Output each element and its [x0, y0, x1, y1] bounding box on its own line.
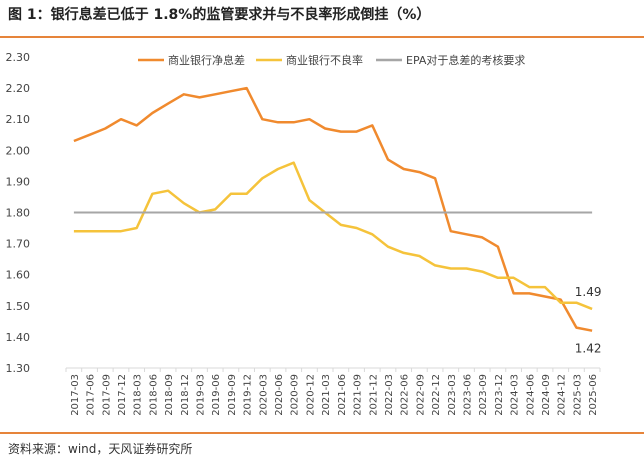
line-chart: 2.30 2.20 2.10 2.00 1.90 1.80 1.70 1.60 1.50 1.40…	[6, 51, 602, 416]
y-tick-label: 1.90	[6, 175, 31, 188]
x-tick-label: 2018-06	[148, 374, 159, 416]
series-group	[73, 86, 593, 332]
x-tick-label: 2019-06	[211, 374, 222, 416]
x-tick-label: 2021-12	[368, 374, 379, 416]
x-tick-label: 2017-12	[117, 374, 128, 416]
source-note: 资料来源：wind，天风证券研究所	[8, 442, 193, 456]
x-tick-label: 2021-03	[321, 374, 332, 416]
x-tick-label: 2023-12	[494, 374, 505, 416]
x-tick-label: 2019-03	[196, 374, 207, 416]
x-tick-label: 2020-12	[305, 374, 316, 416]
x-tick-label: 2020-06	[274, 374, 285, 416]
x-tick-label: 2018-09	[164, 374, 175, 416]
data-label: 1.49	[575, 285, 602, 299]
title-divider	[0, 36, 644, 38]
y-tick-label: 1.50	[6, 300, 31, 313]
y-tick-label: 2.00	[6, 144, 31, 157]
legend-label: 商业银行不良率	[286, 53, 363, 67]
x-tick-label: 2022-06	[400, 374, 411, 416]
x-tick-label: 2022-12	[431, 374, 442, 416]
x-tick-label: 2020-03	[258, 374, 269, 416]
x-tick-label: 2017-03	[70, 374, 81, 416]
y-tick-label: 1.70	[6, 238, 31, 251]
x-tick-label: 2024-03	[510, 374, 521, 416]
chart-title: 图 1：银行息差已低于 1.8%的监管要求并与不良率形成倒挂（%）	[8, 7, 431, 23]
x-tick-label: 2018-03	[133, 374, 144, 416]
x-tick-label: 2020-09	[290, 374, 301, 416]
y-tick-label: 1.30	[6, 362, 31, 375]
x-tick-label: 2024-12	[557, 374, 568, 416]
x-tick-label: 2018-12	[180, 374, 191, 416]
data-label: 1.42	[575, 342, 602, 356]
footer-divider	[0, 432, 644, 434]
x-tick-label: 2022-09	[415, 374, 426, 416]
x-tick-label: 2017-09	[101, 374, 112, 416]
x-tick-label: 2024-09	[541, 374, 552, 416]
x-tick-label: 2017-06	[86, 374, 97, 416]
x-tick-label: 2025-03	[572, 374, 583, 416]
x-tick-label: 2023-09	[478, 374, 489, 416]
x-tick-label: 2022-03	[384, 374, 395, 416]
x-tick-label: 2019-12	[243, 374, 254, 416]
x-tick-label: 2023-06	[463, 374, 474, 416]
y-axis: 2.30 2.20 2.10 2.00 1.90 1.80 1.70 1.60 1.50 1.40…	[6, 51, 31, 375]
legend: 商业银行净息差 商业银行不良率 EPA对于息差的考核要求	[138, 53, 525, 67]
y-tick-label: 1.80	[6, 207, 31, 220]
y-tick-label: 2.10	[6, 113, 31, 126]
series-line-1	[73, 86, 593, 332]
x-tick-label: 2021-06	[337, 374, 348, 416]
y-tick-label: 1.40	[6, 331, 31, 344]
x-axis: 2017-03 2017-06 2017-09 2017-12 2018-03 2018-…	[65, 367, 601, 416]
y-tick-label: 1.60	[6, 269, 31, 282]
x-tick-label: 2021-09	[353, 374, 364, 416]
y-tick-label: 2.30	[6, 51, 31, 64]
x-tick-label: 2023-03	[447, 374, 458, 416]
legend-label: EPA对于息差的考核要求	[406, 53, 525, 67]
annotations: 1.49 1.42	[575, 285, 602, 356]
x-tick-label: 2024-06	[525, 374, 536, 416]
y-tick-label: 2.20	[6, 82, 31, 95]
x-tick-label: 2025-06	[588, 374, 599, 416]
x-tick-label: 2019-09	[227, 374, 238, 416]
series-line-2	[73, 161, 593, 311]
legend-label: 商业银行净息差	[168, 53, 245, 67]
